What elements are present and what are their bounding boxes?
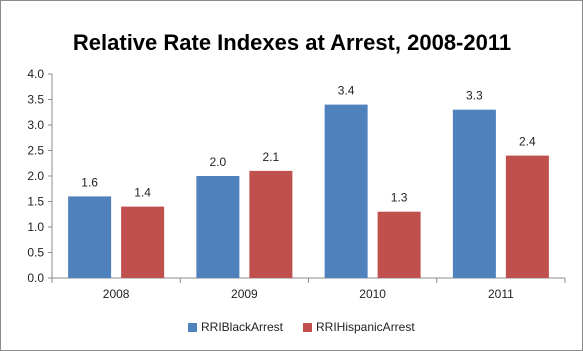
bar-RRIBlackArrest-2009 (196, 176, 240, 278)
data-labels: 1.6 1.4 2.0 2.1 3.4 1.3 3.3 2.4 (81, 84, 536, 205)
legend-label: RRIHispanicArrest (316, 320, 415, 334)
data-label: 2.1 (263, 150, 280, 164)
data-label: 2.4 (519, 135, 536, 149)
bar-RRIBlackArrest-2010 (324, 104, 368, 278)
y-tick-label: 4.0 (27, 67, 44, 81)
y-tick-label: 0.5 (27, 246, 44, 260)
y-tick-label: 3.5 (27, 93, 44, 107)
bar-RRIBlackArrest-2011 (452, 109, 496, 278)
legend-swatch-RRIHispanicArrest (303, 323, 312, 332)
legend-swatch-RRIBlackArrest (188, 323, 197, 332)
chart-title: Relative Rate Indexes at Arrest, 2008-20… (73, 30, 511, 55)
data-label: 3.3 (466, 89, 483, 103)
legend-label: RRIBlackArrest (201, 320, 284, 334)
data-label: 1.3 (391, 191, 408, 205)
data-label: 3.4 (338, 84, 355, 98)
chart-legend: RRIBlackArrest RRIHispanicArrest (188, 320, 415, 334)
y-tick-label: 1.0 (27, 220, 44, 234)
y-tick-label: 2.5 (27, 144, 44, 158)
chart-bars (68, 104, 549, 278)
y-tick-label: 2.0 (27, 169, 44, 183)
x-tick-label: 2009 (231, 287, 258, 301)
bar-RRIHispanicArrest-2010 (377, 211, 421, 278)
y-tick-label: 3.0 (27, 118, 44, 132)
y-tick-label: 0.0 (27, 271, 44, 285)
bar-RRIHispanicArrest-2008 (121, 206, 165, 278)
bar-RRIBlackArrest-2008 (68, 196, 112, 278)
y-tick-label: 1.5 (27, 195, 44, 209)
bar-RRIHispanicArrest-2011 (505, 155, 549, 278)
data-label: 1.4 (134, 186, 151, 200)
data-label: 2.0 (210, 155, 227, 169)
x-tick-label: 2008 (103, 287, 130, 301)
x-tick-label: 2010 (359, 287, 386, 301)
x-tick-label: 2011 (488, 287, 514, 301)
data-label: 1.6 (81, 175, 98, 189)
bar-RRIHispanicArrest-2009 (249, 170, 293, 278)
